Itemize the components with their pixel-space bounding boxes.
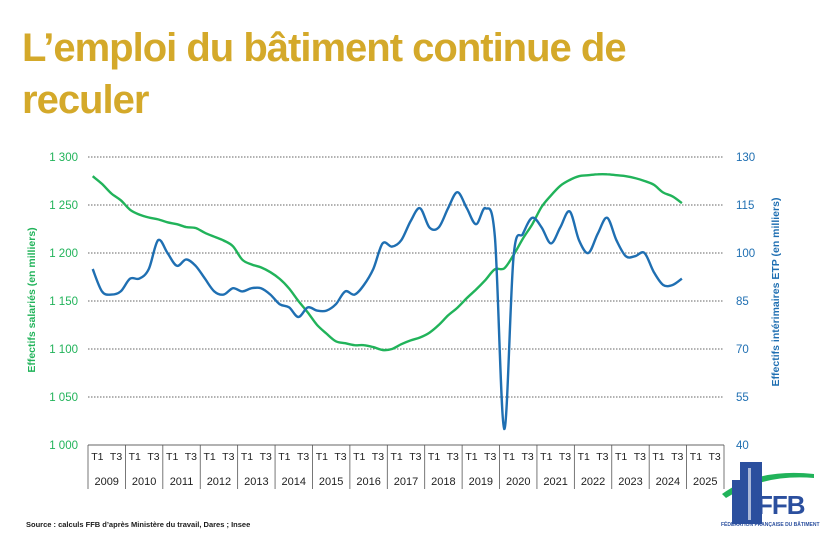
source-note: Source : calculs FFB d’après Ministère d… [26,520,251,529]
year-label: 2016 [356,476,380,488]
quarter-tick-label: T3 [596,451,608,463]
quarter-tick-label: T1 [91,451,103,463]
right-tick-label: 70 [736,344,749,356]
left-tick-label: 1 300 [49,152,78,164]
page-title: L’emploi du bâtiment continue de reculer [22,26,627,122]
quarter-tick-label: T1 [690,451,702,463]
quarter-tick-label: T3 [185,451,197,463]
quarter-tick-label: T1 [578,451,590,463]
x-axis: T1 T3 2009 T1 T3 2010 T1 T3 2011 T1 T3 2012 T1 T3 2013… [87,445,725,489]
year-label: 2019 [469,476,493,488]
right-tick-label: 100 [736,248,755,260]
year-label: 2012 [207,476,231,488]
quarter-tick-label: T3 [409,451,421,463]
quarter-tick-label: T3 [147,451,159,463]
year-label: 2009 [94,476,118,488]
left-axis-label: Effectifs salariés (en milliers) [26,227,38,372]
year-label: 2014 [282,476,306,488]
logo-subtitle: FÉDÉRATION FRANÇAISE DU BÂTIMENT [721,522,820,528]
quarter-tick-label: T1 [503,451,515,463]
right-tick-label: 130 [736,152,755,164]
right-axis-ticks: 40 55 70 85 100 115 130 [736,152,755,452]
quarter-tick-label: T3 [222,451,234,463]
quarter-tick-label: T1 [353,451,365,463]
quarter-tick-label: T1 [241,451,253,463]
year-label: 2023 [618,476,642,488]
quarter-tick-label: T1 [615,451,627,463]
quarter-tick-label: T3 [521,451,533,463]
year-label: 2013 [244,476,268,488]
year-label: 2021 [543,476,567,488]
year-label: 2025 [693,476,717,488]
left-tick-label: 1 050 [49,392,78,404]
quarter-tick-label: T1 [540,451,552,463]
year-label: 2022 [581,476,605,488]
quarter-tick-label: T1 [166,451,178,463]
quarter-tick-label: T1 [278,451,290,463]
quarter-tick-label: T3 [484,451,496,463]
left-tick-label: 1 000 [49,440,78,452]
right-tick-label: 55 [736,392,749,404]
quarter-tick-label: T1 [316,451,328,463]
left-tick-label: 1 150 [49,296,78,308]
quarter-tick-label: T3 [334,451,346,463]
quarter-tick-label: T3 [260,451,272,463]
left-tick-label: 1 250 [49,200,78,212]
right-tick-label: 115 [736,200,754,212]
year-label: 2018 [431,476,455,488]
quarter-tick-label: T1 [129,451,141,463]
right-tick-label: 40 [736,440,749,452]
grid-lines [88,156,724,446]
quarter-tick-label: T3 [671,451,683,463]
series-line-salaried [91,172,683,352]
quarter-tick-label: T1 [465,451,477,463]
series-line-interim [91,191,683,431]
quarter-tick-label: T1 [428,451,440,463]
year-label: 2015 [319,476,343,488]
quarter-tick-label: T3 [297,451,309,463]
logo-text: FFB [757,490,806,520]
quarter-tick-label: T3 [709,451,721,463]
year-label: 2011 [170,476,194,488]
year-label: 2010 [132,476,156,488]
ffb-logo-icon [722,462,814,524]
quarter-tick-label: T3 [372,451,384,463]
year-label: 2020 [506,476,530,488]
series-lines [91,172,683,431]
quarter-tick-label: T3 [447,451,459,463]
quarter-tick-label: T3 [559,451,571,463]
quarter-tick-label: T3 [634,451,646,463]
right-axis-label: Effectifs intérimaires ETP (en milliers) [770,198,782,387]
year-label: 2024 [656,476,680,488]
quarter-tick-label: T1 [391,451,403,463]
quarter-tick-label: T1 [203,451,215,463]
year-label: 2017 [394,476,418,488]
left-axis-ticks: 1 000 1 050 1 100 1 150 1 200 1 250 1 300 [49,152,78,452]
quarter-tick-label: T1 [652,451,664,463]
left-tick-label: 1 100 [49,344,78,356]
left-tick-label: 1 200 [49,248,78,260]
quarter-tick-label: T3 [110,451,122,463]
right-tick-label: 85 [736,296,749,308]
